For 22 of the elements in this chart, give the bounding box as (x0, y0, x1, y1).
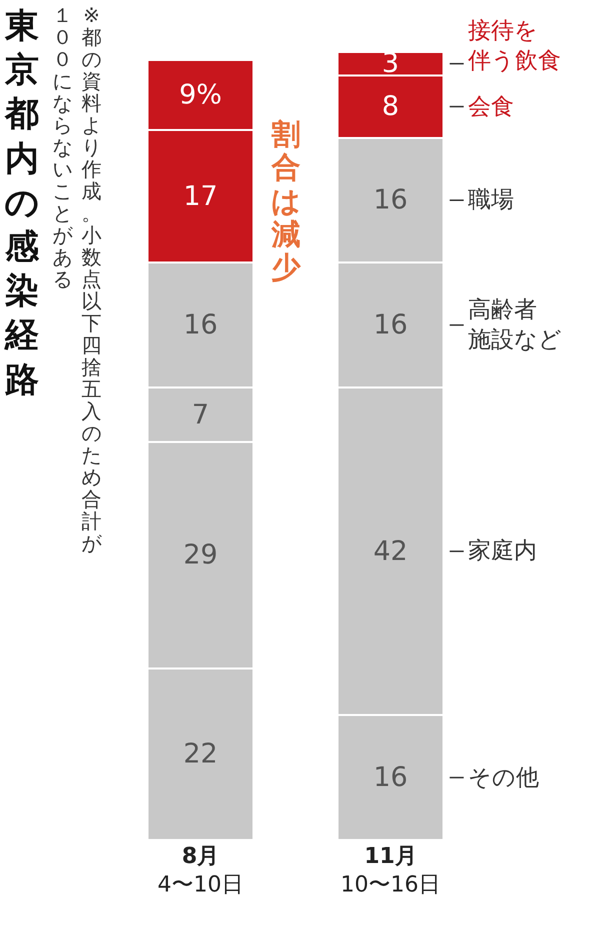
data-label: 16 (183, 310, 218, 341)
data-label: 42 (373, 536, 408, 567)
series-label: その他 (468, 765, 539, 791)
data-label: 16 (373, 184, 408, 216)
series-label: 高齢者施設など (468, 297, 562, 353)
chart-title: 東京都内の感染経路 (4, 6, 40, 400)
series-label: 会食 (468, 94, 514, 120)
x-tick-label: 11月 10〜16日 (340, 844, 440, 898)
data-label: 16 (373, 762, 408, 794)
data-label: 22 (183, 738, 218, 770)
data-label: 17 (183, 180, 218, 212)
data-label: 9% (179, 79, 222, 110)
data-label: 16 (373, 310, 408, 341)
series-label: 接待を伴う飲食 (468, 18, 561, 74)
data-label: 7 (192, 399, 210, 430)
x-tick-label: 8月 4〜10日 (158, 844, 244, 898)
data-label: 8 (382, 91, 400, 122)
text: ※都の資料より作成。小数点以下四捨五入のため合計が１００にならないことがある (52, 3, 102, 555)
data-label: 29 (183, 540, 218, 571)
series-label: 家庭内 (468, 538, 537, 564)
annotation: 割合は減少 (271, 117, 301, 286)
series-label: 職場 (468, 187, 514, 213)
